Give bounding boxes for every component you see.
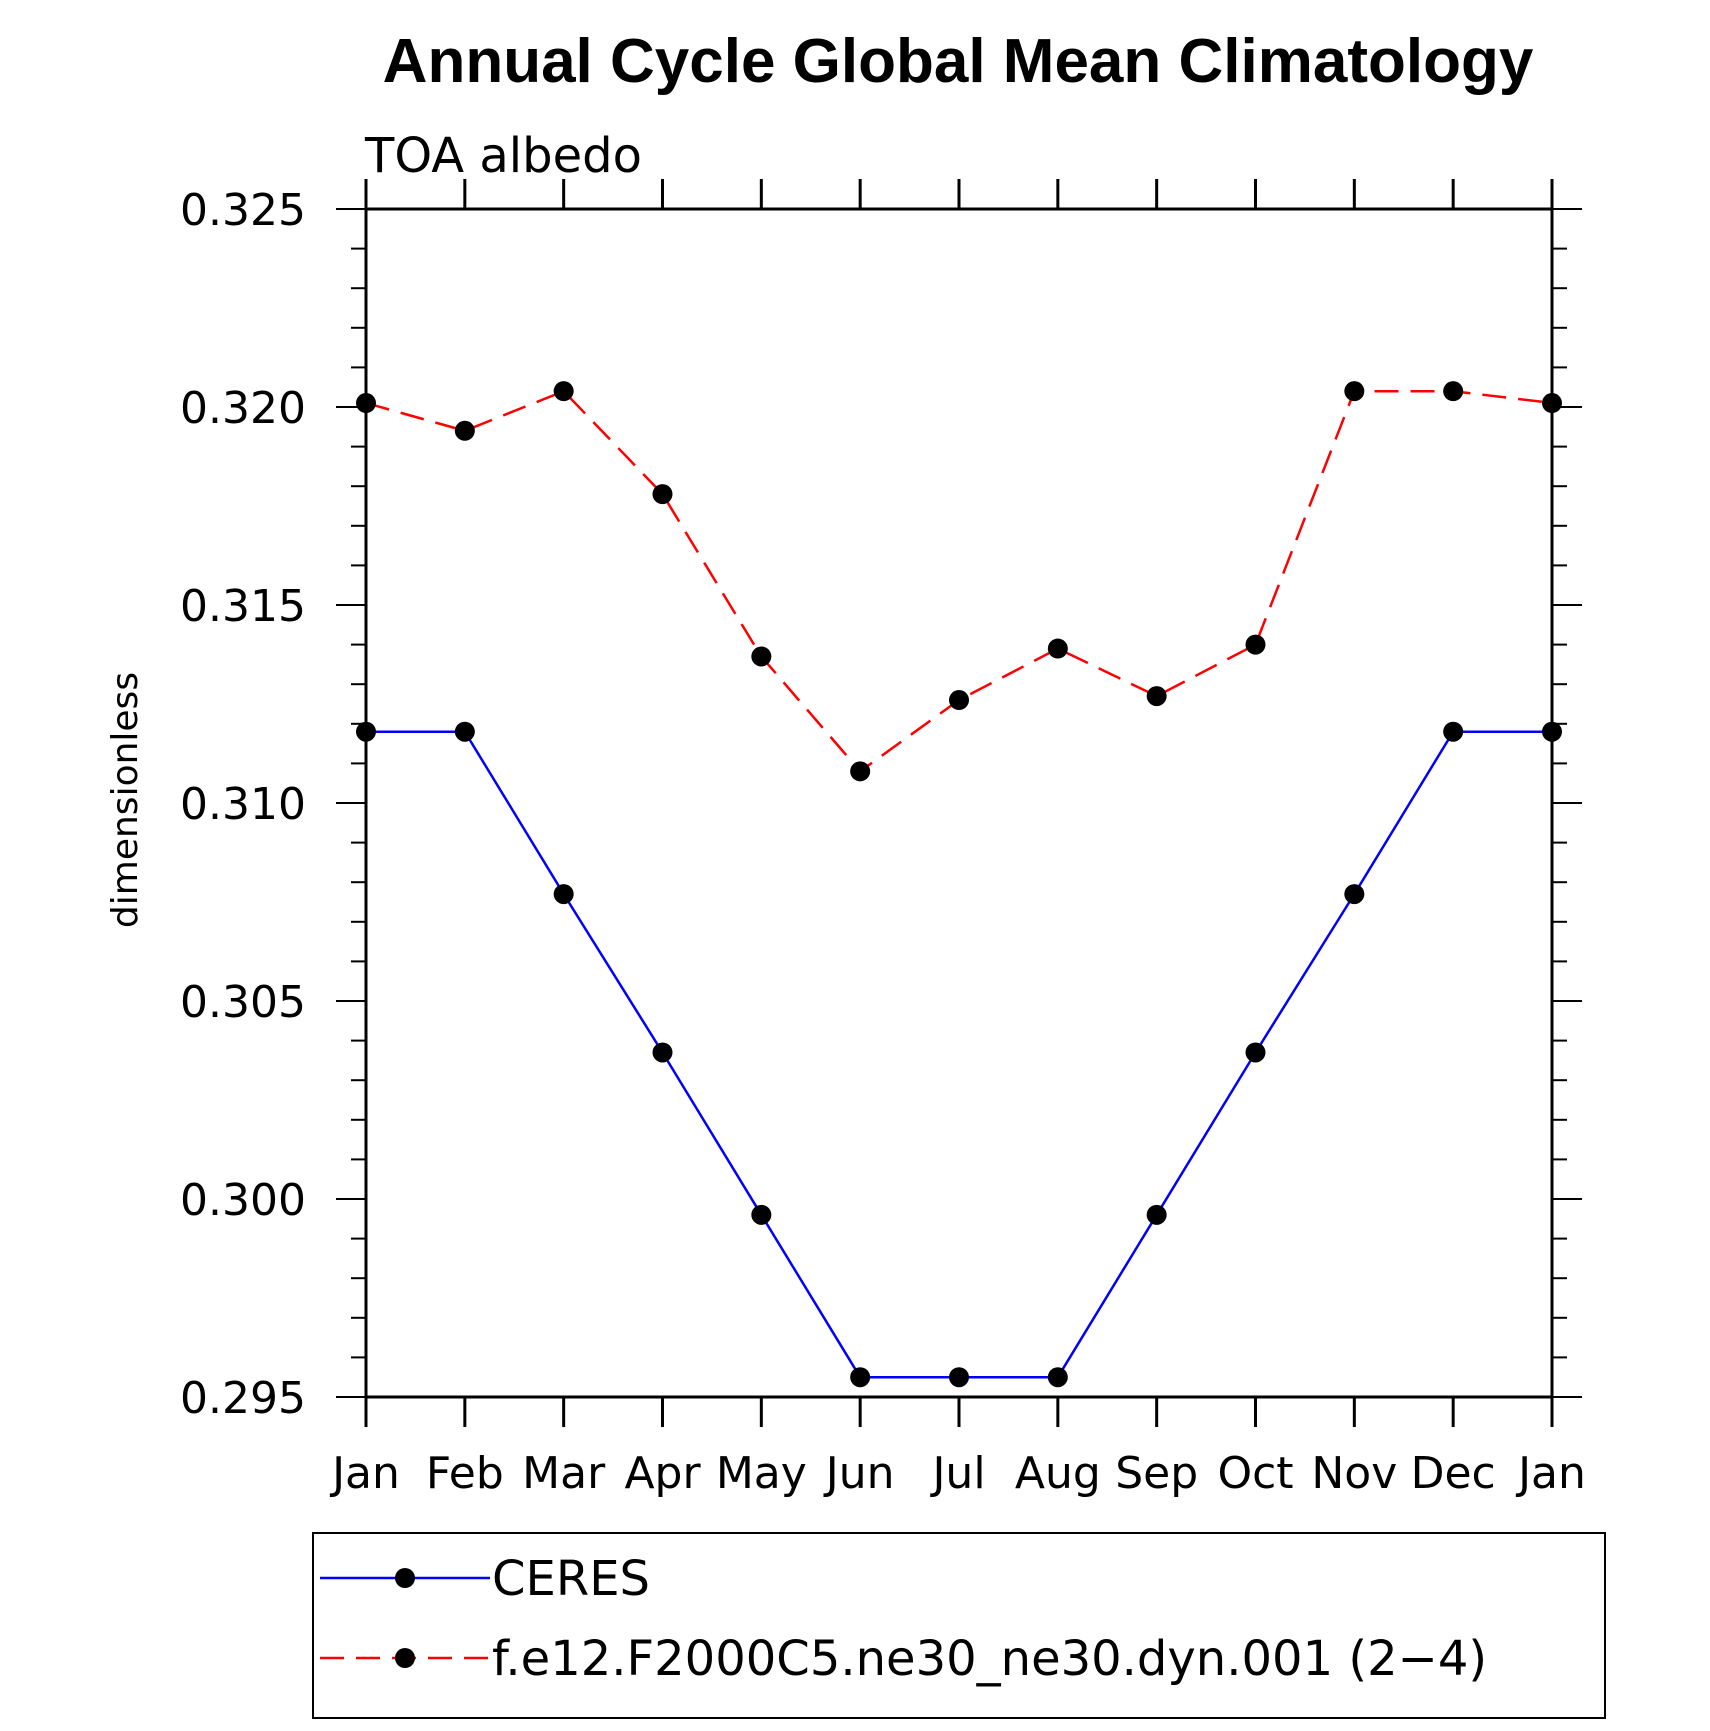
data-point [553, 381, 574, 402]
axis-ticks [336, 179, 1582, 1427]
series-lines [365, 389, 1553, 1379]
y-tick-label: 0.325 [180, 185, 306, 236]
data-point [1443, 721, 1464, 742]
data-point [1146, 1204, 1167, 1225]
data-point [454, 721, 475, 742]
legend-label-0: CERES [492, 1551, 650, 1607]
y-axis-label: dimensionless [105, 672, 146, 928]
legend-label-1: f.e12.F2000C5.ne30_ne30.dyn.001 (2−4) [492, 1631, 1487, 1687]
data-point [553, 884, 574, 905]
data-point [1344, 381, 1365, 402]
data-point [1146, 686, 1167, 707]
legend-box [312, 1532, 1606, 1719]
x-tick-label: Mar [522, 1448, 606, 1499]
x-tick-label: Jul [929, 1448, 985, 1499]
legend-marker [395, 1568, 415, 1588]
y-tick-label: 0.300 [180, 1175, 306, 1226]
data-point [1542, 721, 1562, 742]
x-tick-label: Nov [1311, 1448, 1397, 1499]
series-line-1 [365, 389, 1553, 773]
series-points [356, 381, 1562, 1388]
data-point [1542, 393, 1562, 414]
y-tick-label: 0.315 [180, 581, 306, 632]
x-tick-label: Jan [1515, 1448, 1586, 1499]
data-point [751, 646, 772, 667]
x-tick-label: Oct [1217, 1448, 1293, 1499]
data-point [949, 1367, 969, 1388]
data-point [652, 484, 673, 505]
data-point [850, 1367, 871, 1388]
legend: CERES f.e12.F2000C5.ne30_ne30.dyn.001 (2−… [312, 1532, 1606, 1719]
plot-frame [364, 207, 1554, 1399]
y-tick-label: 0.305 [180, 977, 306, 1028]
x-tick-labels: Jan Feb Mar Apr May Jun Jul Aug Sep Oct Nov Dec Jan [329, 1448, 1586, 1499]
x-tick-label: Aug [1015, 1448, 1101, 1499]
data-point [652, 1042, 673, 1063]
data-point [850, 761, 871, 782]
data-point [1047, 1367, 1068, 1388]
x-tick-label: May [716, 1448, 807, 1499]
data-point [949, 690, 969, 711]
chart-subtitle: TOA albedo [364, 128, 642, 184]
data-point [1344, 884, 1365, 905]
y-tick-labels: 0.295 0.300 0.305 0.310 0.315 0.320 0.325 [180, 185, 306, 1424]
x-tick-label: Feb [426, 1448, 504, 1499]
data-point [1245, 634, 1266, 655]
chart-title: Annual Cycle Global Mean Climatology [383, 27, 1534, 96]
y-tick-label: 0.295 [180, 1373, 306, 1424]
y-tick-label: 0.310 [180, 779, 306, 830]
data-point [454, 420, 475, 441]
series-line-0 [366, 730, 1552, 1379]
x-tick-label: Jun [823, 1448, 895, 1499]
x-tick-label: Jan [329, 1448, 400, 1499]
y-tick-label: 0.320 [180, 383, 306, 434]
data-point [751, 1204, 772, 1225]
data-point [1047, 638, 1068, 659]
x-tick-label: Dec [1411, 1448, 1496, 1499]
data-point [1245, 1042, 1266, 1063]
legend-marker [395, 1648, 415, 1668]
x-tick-label: Sep [1115, 1448, 1198, 1499]
data-point [356, 393, 376, 414]
data-point [1443, 381, 1464, 402]
data-point [356, 721, 376, 742]
x-tick-label: Apr [624, 1448, 701, 1499]
